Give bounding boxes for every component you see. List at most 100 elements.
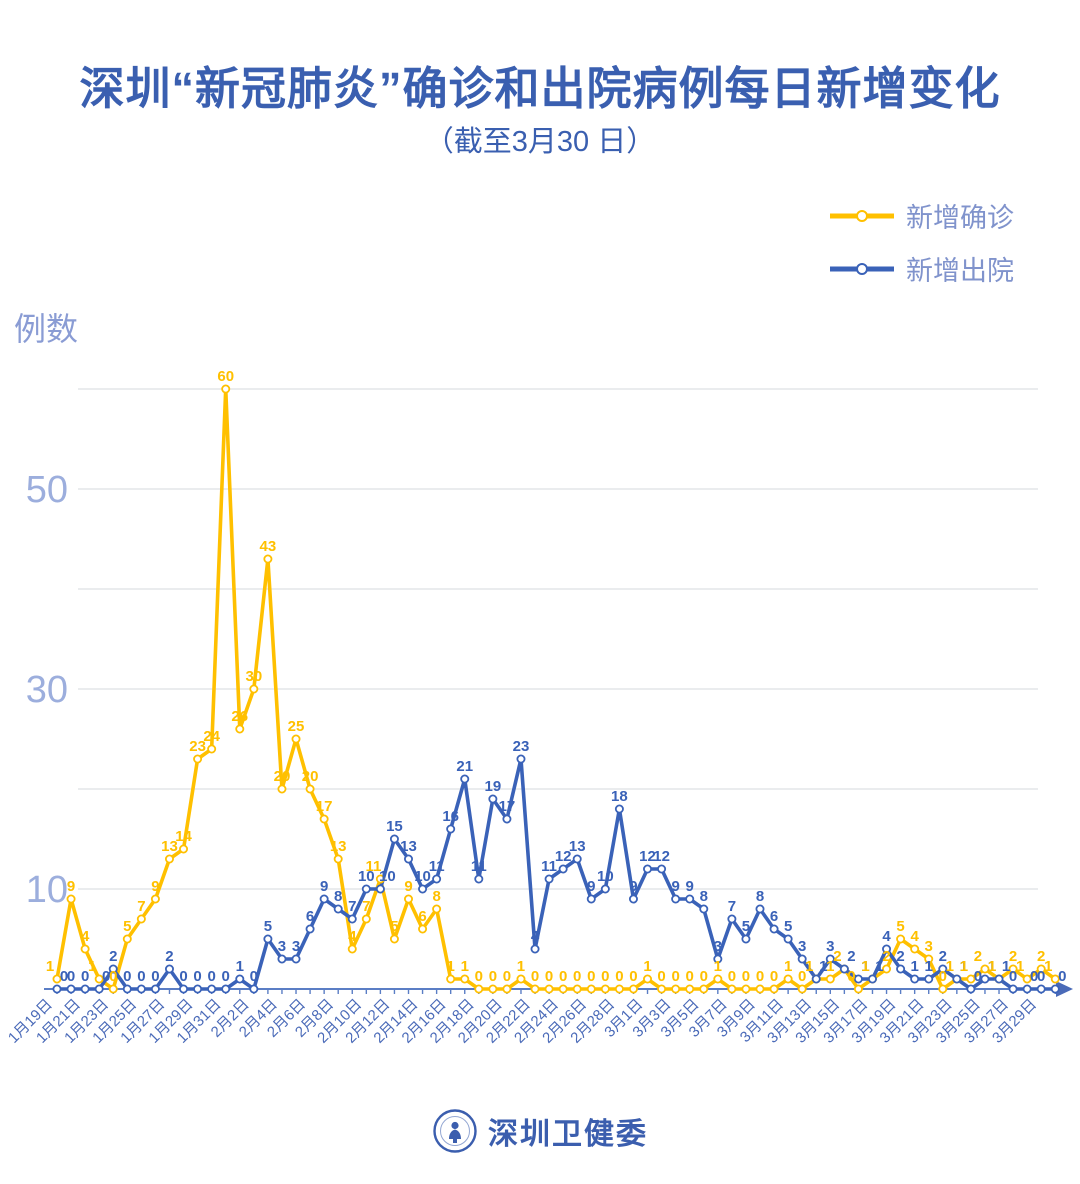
data-point — [446, 824, 456, 834]
value-label-confirmed: 1 — [805, 958, 813, 975]
data-point — [122, 934, 132, 944]
data-point — [825, 974, 835, 984]
data-point — [783, 934, 793, 944]
value-label-confirmed: 8 — [432, 888, 440, 905]
data-point — [235, 974, 245, 984]
value-label-confirmed: 1 — [461, 958, 469, 975]
data-point — [727, 914, 737, 924]
data-point — [418, 884, 428, 894]
x-axis-arrow-icon — [1056, 981, 1073, 997]
data-point — [755, 984, 765, 994]
value-label-discharged: 3 — [292, 938, 300, 955]
value-label-confirmed: 0 — [686, 968, 694, 985]
value-label-confirmed: 1 — [46, 958, 54, 975]
value-label-confirmed: 11 — [365, 858, 381, 875]
data-point — [600, 884, 610, 894]
value-label-discharged: 0 — [60, 968, 68, 985]
value-label-confirmed: 0 — [559, 968, 567, 985]
value-label-confirmed: 4 — [348, 928, 357, 945]
value-label-discharged: 1 — [910, 958, 918, 975]
data-point — [460, 974, 470, 984]
value-label-discharged: 12 — [555, 848, 572, 865]
value-label-discharged: 19 — [485, 778, 502, 795]
data-point — [783, 974, 793, 984]
value-label-confirmed: 9 — [151, 878, 159, 895]
data-point — [361, 884, 371, 894]
data-point — [291, 734, 301, 744]
value-label-confirmed: 0 — [531, 968, 539, 985]
value-label-confirmed: 0 — [657, 968, 665, 985]
value-label-discharged: 8 — [334, 888, 342, 905]
value-label-confirmed: 2 — [974, 948, 982, 965]
y-tick-label: 50 — [26, 469, 68, 511]
value-label-discharged: 0 — [67, 968, 75, 985]
data-point — [52, 984, 62, 994]
value-label-discharged: 0 — [1058, 968, 1066, 985]
value-label-discharged: 1 — [861, 958, 869, 975]
data-point — [839, 964, 849, 974]
value-label-discharged: 0 — [222, 968, 230, 985]
value-label-discharged: 7 — [728, 898, 736, 915]
value-label-discharged: 11 — [471, 858, 487, 875]
data-point — [713, 954, 723, 964]
value-label-confirmed: 4 — [81, 928, 90, 945]
value-label-confirmed: 1 — [1044, 958, 1052, 975]
data-point — [628, 984, 638, 994]
value-label-discharged: 0 — [1030, 968, 1038, 985]
data-point — [1036, 964, 1046, 974]
value-label-discharged: 17 — [499, 798, 516, 815]
value-label-discharged: 2 — [165, 948, 173, 965]
value-label-confirmed: 0 — [601, 968, 609, 985]
value-label-discharged: 18 — [611, 788, 628, 805]
data-point — [1008, 964, 1018, 974]
value-label-confirmed: 3 — [925, 938, 933, 955]
data-point — [741, 984, 751, 994]
data-point — [769, 924, 779, 934]
data-point — [1008, 984, 1018, 994]
value-label-discharged: 6 — [306, 908, 314, 925]
value-label-discharged: 7 — [348, 898, 356, 915]
legend-line-confirmed-icon — [830, 209, 894, 222]
value-label-confirmed: 0 — [503, 968, 511, 985]
data-point — [502, 814, 512, 824]
data-point — [502, 984, 512, 994]
data-point — [136, 914, 146, 924]
data-point — [277, 784, 287, 794]
data-point — [699, 984, 709, 994]
value-label-discharged: 0 — [81, 968, 89, 985]
data-point — [319, 814, 329, 824]
value-label-confirmed: 24 — [203, 728, 220, 745]
value-label-discharged: 2 — [896, 948, 904, 965]
value-label-confirmed: 5 — [123, 918, 131, 935]
value-label-discharged: 12 — [653, 848, 670, 865]
value-label-discharged: 0 — [102, 968, 110, 985]
value-label-discharged: 13 — [569, 838, 586, 855]
data-point — [80, 984, 90, 994]
value-label-confirmed: 1 — [960, 958, 968, 975]
y-tick-label: 30 — [26, 669, 68, 711]
value-label-discharged: 0 — [250, 968, 258, 985]
data-point — [572, 984, 582, 994]
data-point — [375, 884, 385, 894]
value-label-discharged: 1 — [988, 958, 996, 975]
value-label-discharged: 0 — [1009, 968, 1017, 985]
data-point — [643, 864, 653, 874]
data-point — [418, 924, 428, 934]
data-point — [446, 974, 456, 984]
data-point — [685, 894, 695, 904]
data-point — [741, 934, 751, 944]
data-point — [727, 984, 737, 994]
value-label-confirmed: 20 — [274, 768, 291, 785]
data-point — [586, 894, 596, 904]
data-point — [797, 954, 807, 964]
value-label-discharged: 0 — [974, 968, 982, 985]
value-label-confirmed: 0 — [489, 968, 497, 985]
data-point — [263, 934, 273, 944]
value-label-discharged: 15 — [386, 818, 403, 835]
value-label-confirmed: 6 — [418, 908, 426, 925]
data-point — [221, 984, 231, 994]
data-point — [614, 804, 624, 814]
value-label-discharged: 5 — [264, 918, 272, 935]
legend-line-discharged-icon — [830, 262, 894, 275]
